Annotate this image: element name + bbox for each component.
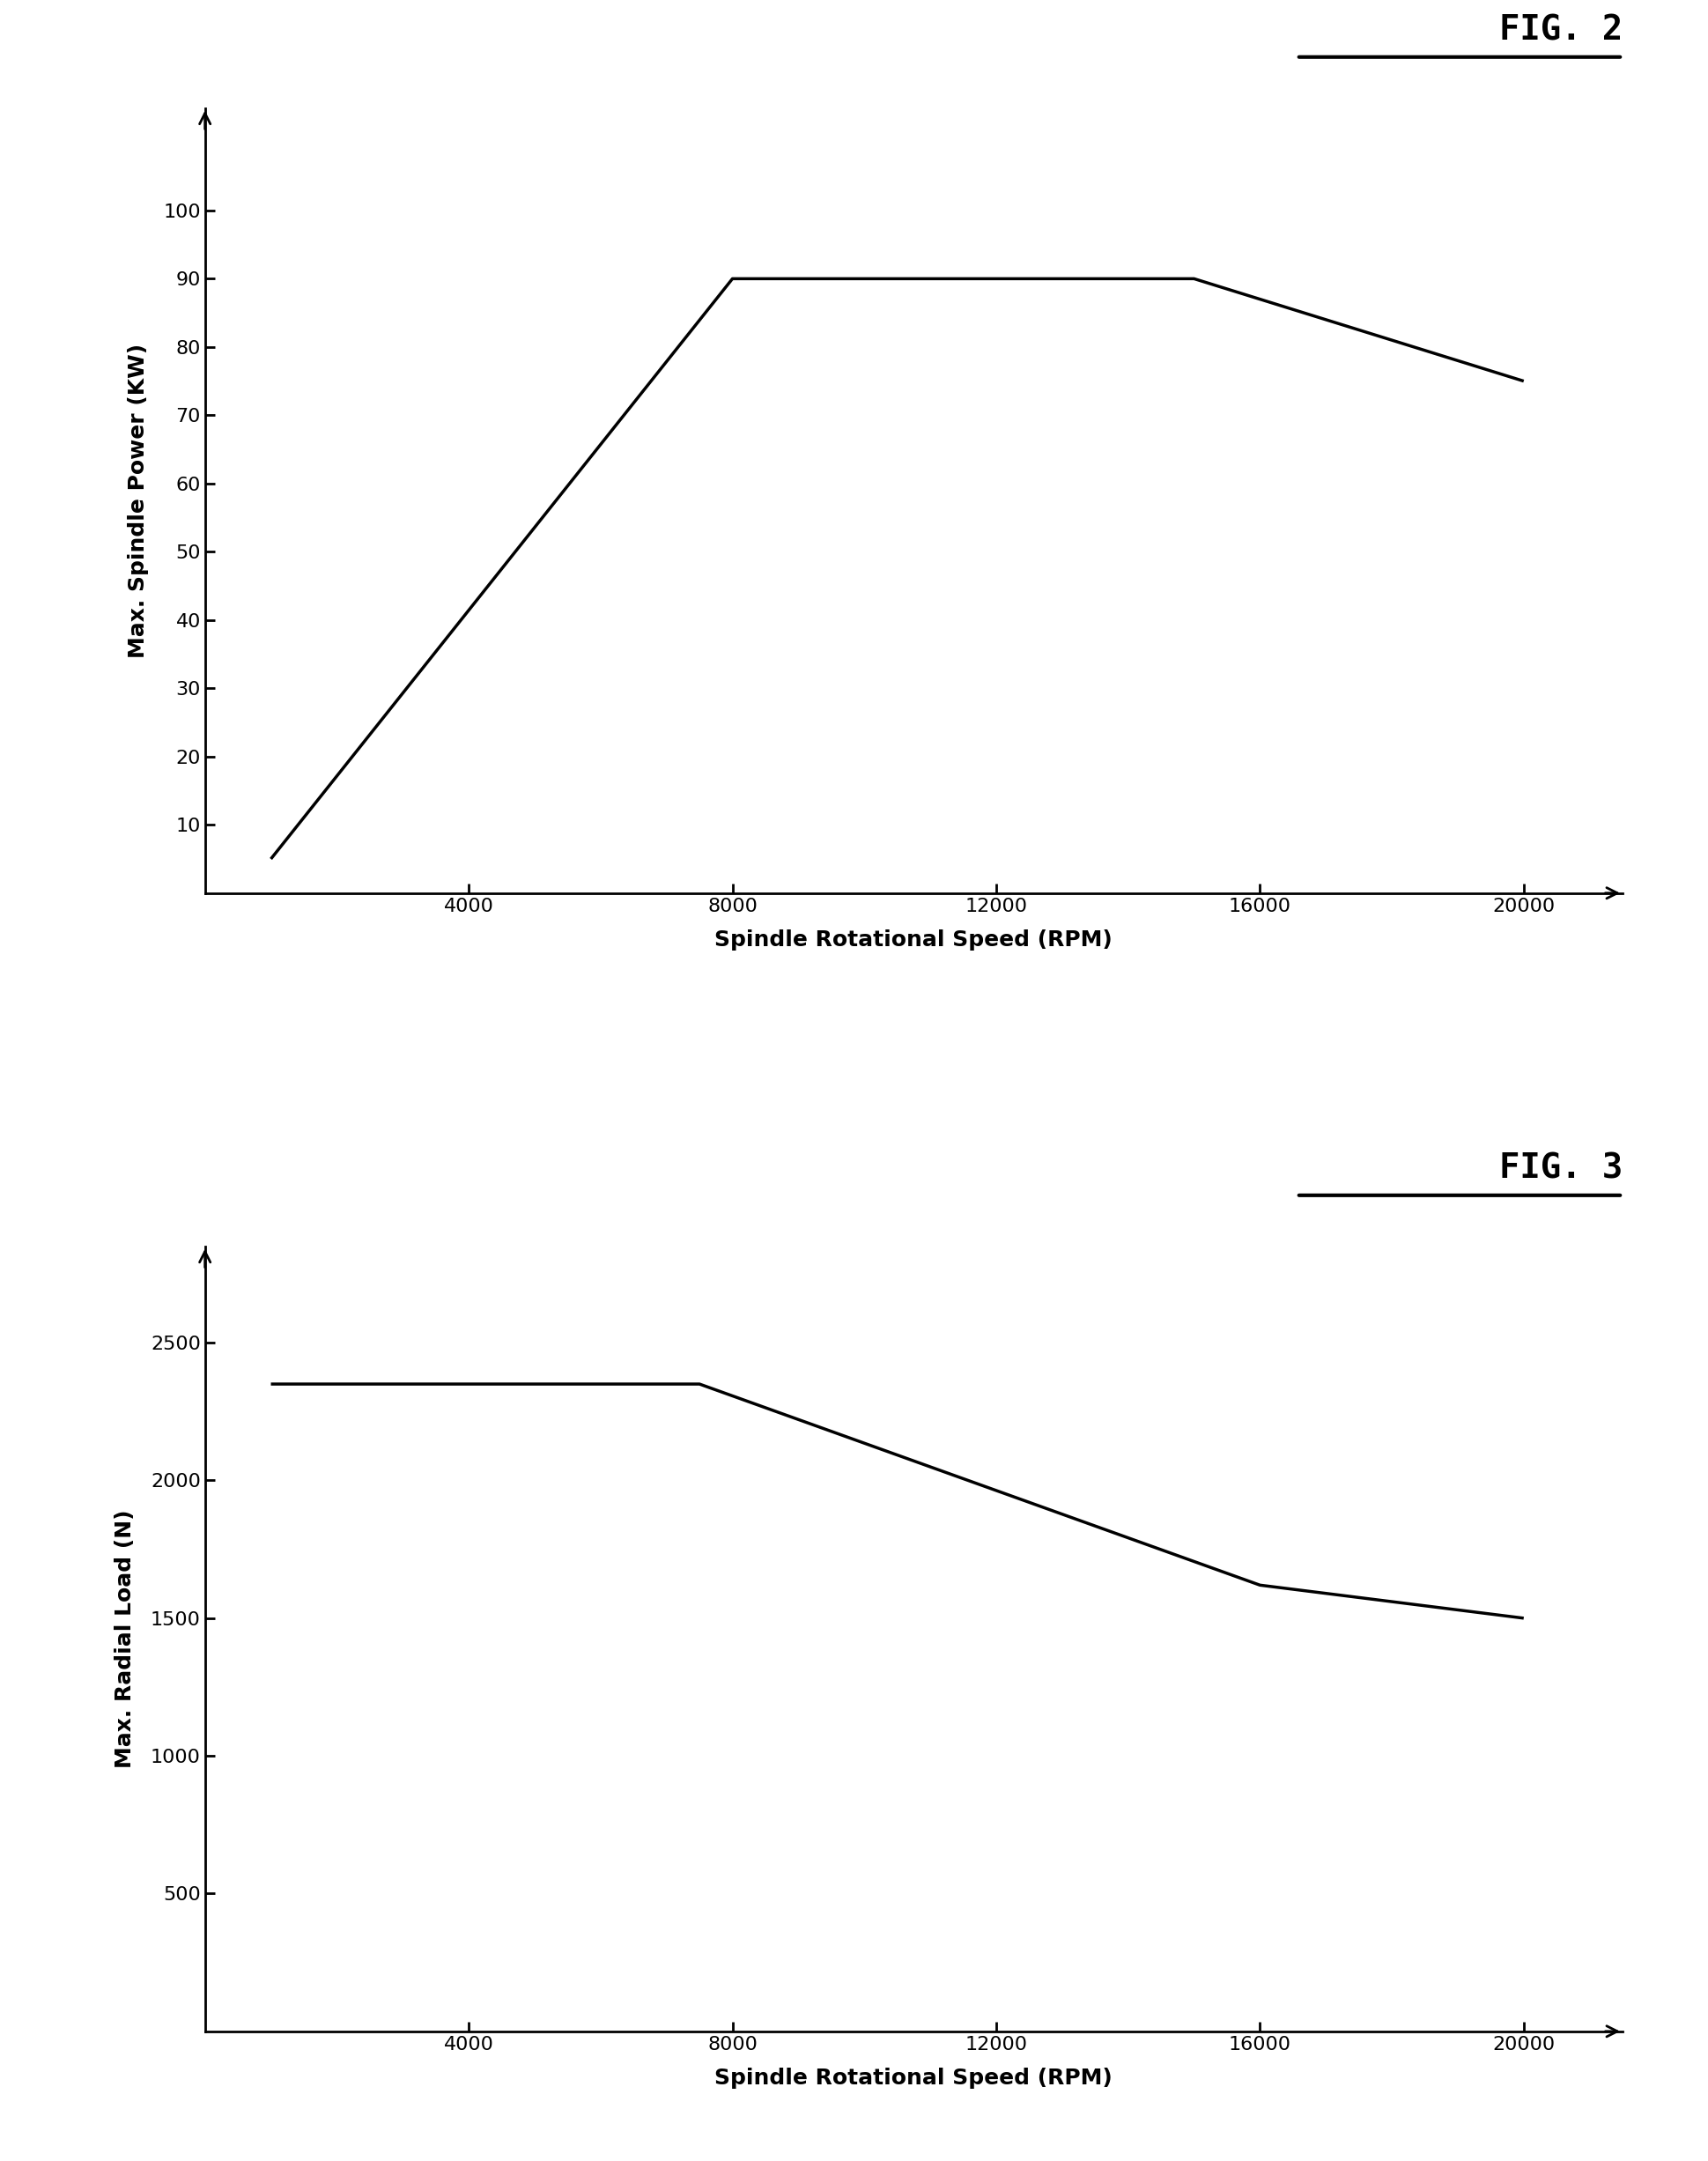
- X-axis label: Spindle Rotational Speed (RPM): Spindle Rotational Speed (RPM): [716, 929, 1112, 951]
- Y-axis label: Max. Spindle Power (KW): Max. Spindle Power (KW): [128, 344, 149, 657]
- Text: FIG. 3: FIG. 3: [1500, 1152, 1623, 1186]
- X-axis label: Spindle Rotational Speed (RPM): Spindle Rotational Speed (RPM): [716, 2068, 1112, 2090]
- Y-axis label: Max. Radial Load (N): Max. Radial Load (N): [114, 1511, 137, 1768]
- Text: FIG. 2: FIG. 2: [1500, 13, 1623, 48]
